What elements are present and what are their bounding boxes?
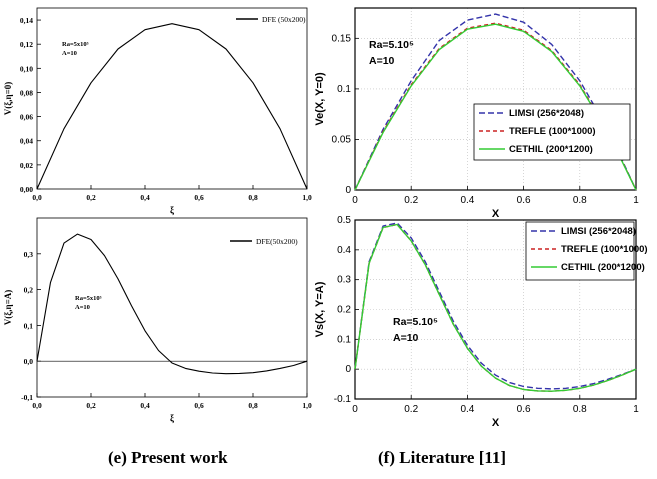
y-axis-label-3: Vs(X, Y=A)	[314, 281, 326, 337]
caption-literature: (f) Literature [11]	[378, 448, 507, 467]
x-tick-label-0-0: 0,0	[32, 193, 42, 202]
legend-label-3-2: CETHIL (200*1200)	[561, 262, 645, 273]
y-tick-label-2-1: 0.05	[332, 134, 352, 145]
x-axis-label-0: ξ	[170, 205, 174, 215]
series-line-3-2	[354, 223, 637, 392]
y-axis-label-0: V(ξ,η=0)	[3, 82, 13, 116]
legend-label-3-0: LIMSI (256*2048)	[561, 226, 636, 237]
series-line-2-0	[354, 13, 637, 191]
y-tick-label-3-6: 0.5	[337, 215, 351, 226]
x-tick-label-2-3: 0.6	[517, 195, 531, 206]
x-tick-label-2-1: 0.2	[404, 195, 418, 206]
y-axis-label-2: Ve(X, Y=0)	[314, 72, 326, 126]
y-tick-label-1-1: 0,0	[24, 357, 34, 366]
legend-label-2-0: LIMSI (256*2048)	[509, 108, 584, 119]
y-tick-label-3-3: 0.2	[337, 305, 351, 316]
x-tick-label-2-0: 0	[352, 195, 358, 206]
x-tick-label-0-4: 0,8	[248, 193, 258, 202]
legend-label-2-2: CETHIL (200*1200)	[509, 144, 593, 155]
annotation-0-0: Ra=5x10⁵	[62, 41, 89, 48]
series-line-0-0	[36, 23, 308, 190]
plot-frame-2	[354, 7, 637, 191]
x-tick-label-0-1: 0,2	[86, 193, 96, 202]
y-tick-label-0-7: 0,14	[20, 16, 33, 25]
y-tick-label-3-1: 0	[345, 364, 351, 375]
annotation-0-1: A=10	[62, 50, 77, 57]
y-tick-label-0-6: 0,12	[20, 40, 33, 49]
annotation-3-1: A=10	[393, 332, 419, 344]
x-tick-label-0-3: 0,6	[194, 193, 204, 202]
annotation-1-0: Ra=5x10⁵	[75, 295, 102, 302]
x-axis-label-2: X	[492, 208, 500, 220]
plot-frame-0	[36, 7, 308, 190]
annotation-1-1: A=10	[75, 304, 90, 311]
x-tick-label-1-4: 0,8	[248, 401, 258, 410]
y-tick-label-1-2: 0,1	[24, 321, 34, 330]
x-tick-label-3-4: 0.8	[573, 404, 587, 415]
y-tick-label-1-4: 0,3	[24, 250, 34, 259]
annotation-2-1: A=10	[369, 55, 395, 67]
x-tick-label-3-5: 1	[633, 404, 639, 415]
legend-label-2-1: TREFLE (100*1000)	[509, 126, 596, 137]
x-tick-label-0-5: 1,0	[302, 193, 312, 202]
x-tick-label-1-2: 0,4	[140, 401, 150, 410]
x-tick-label-3-3: 0.6	[517, 404, 531, 415]
x-tick-label-2-2: 0.4	[460, 195, 474, 206]
x-tick-label-3-1: 0.2	[404, 404, 418, 415]
caption-present-work: (e) Present work	[108, 448, 228, 467]
y-tick-label-3-2: 0.1	[337, 334, 351, 345]
x-tick-label-1-0: 0,0	[32, 401, 42, 410]
series-line-3-0	[354, 222, 637, 390]
y-tick-label-1-3: 0,2	[24, 286, 34, 295]
x-tick-label-1-5: 1,0	[302, 401, 312, 410]
x-tick-label-1-1: 0,2	[86, 401, 96, 410]
x-tick-label-2-5: 1	[633, 195, 639, 206]
y-tick-label-0-0: 0,00	[20, 185, 33, 194]
y-axis-label-1: V(ξ,η=A)	[3, 290, 13, 326]
x-tick-label-3-2: 0.4	[460, 404, 474, 415]
y-tick-label-2-3: 0.15	[332, 33, 352, 44]
series-line-1-0	[36, 233, 308, 375]
x-axis-label-1: ξ	[170, 413, 174, 423]
y-tick-label-1-0: -0,1	[21, 393, 33, 402]
annotation-2-0: Ra=5.10⁵	[369, 39, 414, 51]
y-tick-label-2-0: 0	[345, 185, 351, 196]
y-tick-label-0-3: 0,06	[20, 113, 33, 122]
series-line-2-2	[354, 23, 637, 191]
annotation-3-0: Ra=5.10⁵	[393, 316, 438, 328]
x-tick-label-1-3: 0,6	[194, 401, 204, 410]
y-tick-label-3-0: -0.1	[334, 394, 352, 405]
y-tick-label-0-2: 0,04	[20, 137, 33, 146]
legend-label-1-0: DFE(50x200)	[256, 237, 298, 246]
plot-frame-1	[36, 217, 308, 398]
y-tick-label-3-4: 0.3	[337, 275, 351, 286]
y-tick-label-0-4: 0,08	[20, 88, 33, 97]
x-tick-label-0-2: 0,4	[140, 193, 150, 202]
x-tick-label-3-0: 0	[352, 404, 358, 415]
y-tick-label-2-2: 0.1	[337, 84, 351, 95]
legend-label-3-1: TREFLE (100*1000)	[561, 244, 648, 255]
y-tick-label-0-5: 0,10	[20, 64, 33, 73]
y-tick-label-3-5: 0.4	[337, 245, 351, 256]
x-axis-label-3: X	[492, 417, 500, 429]
x-tick-label-2-4: 0.8	[573, 195, 587, 206]
y-tick-label-0-1: 0,02	[20, 161, 33, 170]
legend-label-0-0: DFE (50x200)	[262, 15, 306, 24]
